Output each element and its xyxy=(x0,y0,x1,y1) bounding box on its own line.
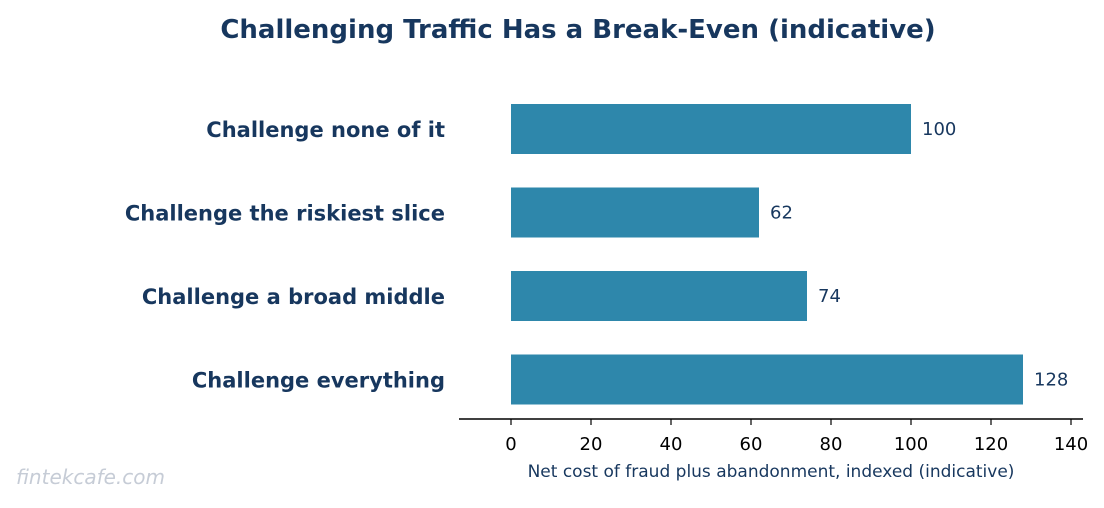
x-tick-label: 120 xyxy=(974,434,1008,455)
category-label: Challenge none of it xyxy=(206,118,445,142)
data-label: 62 xyxy=(770,203,793,224)
category-label: Challenge the riskiest slice xyxy=(125,202,445,226)
x-axis-title: Net cost of fraud plus abandonment, inde… xyxy=(528,462,1015,482)
x-tick-label: 140 xyxy=(1054,434,1088,455)
category-labels: Challenge none of it Challenge the riskie… xyxy=(125,118,445,393)
x-tick-label: 20 xyxy=(580,434,603,455)
category-label: Challenge everything xyxy=(192,369,445,393)
data-labels: 100 62 74 128 xyxy=(770,119,1068,391)
bar xyxy=(511,187,759,238)
chart-title: Challenging Traffic Has a Break-Even (in… xyxy=(220,15,935,45)
data-label: 100 xyxy=(922,119,956,140)
x-tick-label: 0 xyxy=(505,434,516,455)
category-label: Challenge a broad middle xyxy=(142,285,445,309)
watermark: fintekcafe.com xyxy=(16,465,165,489)
x-tick-label: 40 xyxy=(660,434,683,455)
data-label: 74 xyxy=(818,286,841,307)
x-axis-ticks: 0 20 40 60 80 100 120 140 xyxy=(505,419,1088,455)
x-tick-label: 80 xyxy=(820,434,843,455)
x-tick-label: 60 xyxy=(740,434,763,455)
x-tick-label: 100 xyxy=(894,434,928,455)
bar xyxy=(511,354,1023,405)
bar xyxy=(511,271,807,321)
bars-layer xyxy=(511,104,1023,405)
data-label: 128 xyxy=(1034,370,1068,391)
bar xyxy=(511,104,911,154)
